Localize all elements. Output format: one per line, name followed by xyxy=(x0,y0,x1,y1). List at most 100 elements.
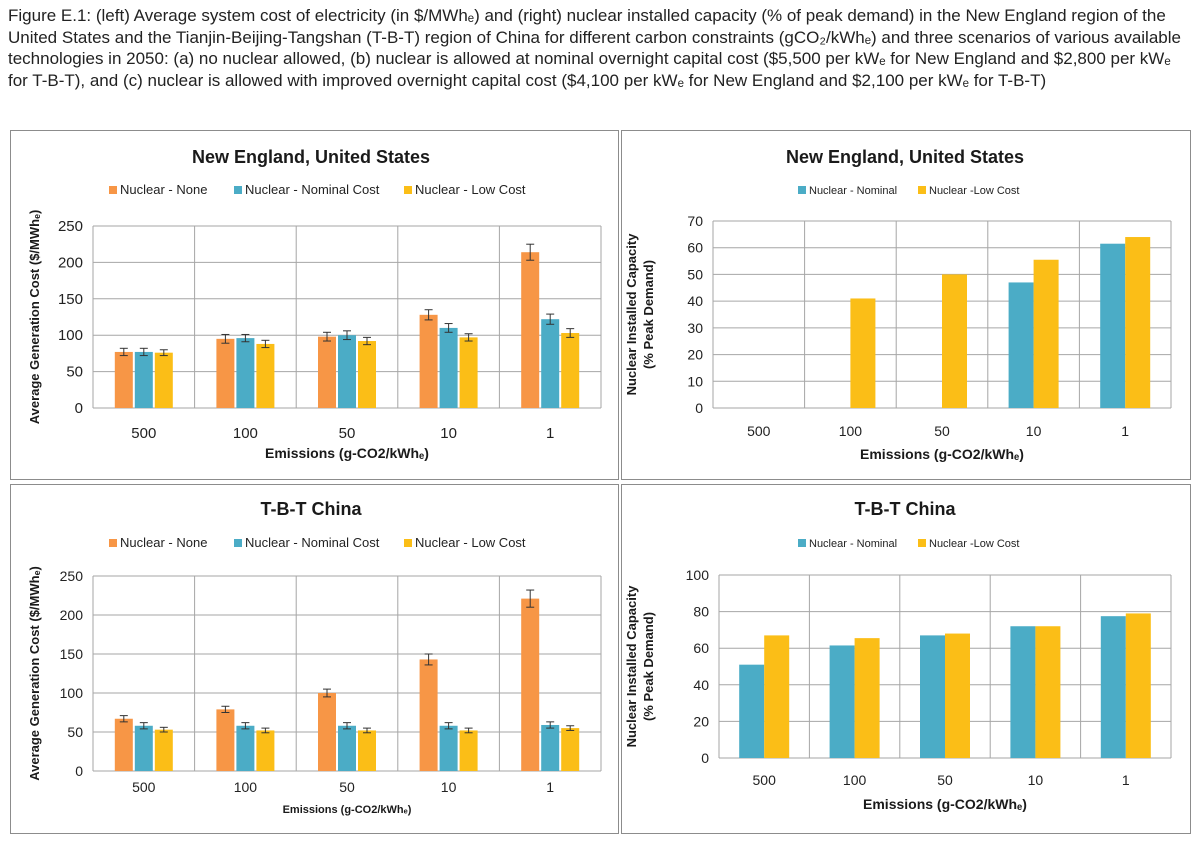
chart-svg: New England, United States Nuclear - None… xyxy=(27,147,602,461)
bar xyxy=(1008,282,1034,408)
bar xyxy=(854,638,880,758)
y-axis-label-line: (% Peak Demand) xyxy=(641,612,656,721)
legend-swatch xyxy=(798,539,806,547)
x-tick-label: 100 xyxy=(234,779,258,795)
y-tick-label: 70 xyxy=(687,213,703,229)
y-tick-label: 20 xyxy=(693,713,709,729)
chart-svg: New England, United States Nuclear - Nomi… xyxy=(624,147,1172,462)
bar xyxy=(829,645,855,758)
y-tick-label: 250 xyxy=(58,218,83,235)
bar xyxy=(1033,259,1059,408)
y-tick-label: 0 xyxy=(75,763,83,779)
bar xyxy=(114,351,133,408)
legend-label: Nuclear - Low Cost xyxy=(415,182,526,197)
chart-panel-tbt-cost: T-B-T China Nuclear - None Nuclear - Nomin… xyxy=(10,484,619,834)
y-tick-label: 40 xyxy=(693,677,709,693)
legend-label: Nuclear - Nominal xyxy=(809,185,897,197)
x-tick-label: 100 xyxy=(843,772,867,788)
bar xyxy=(764,635,790,758)
x-tick-label: 500 xyxy=(132,779,156,795)
y-tick-label: 100 xyxy=(60,685,84,701)
chart-panel-tbt-capacity: T-B-T China Nuclear - Nominal Nuclear -Low… xyxy=(621,484,1191,834)
y-axis-label-line: Nuclear Installed Capacity xyxy=(624,585,639,748)
y-tick-label: 200 xyxy=(58,254,83,271)
legend-label: Nuclear - Nominal Cost xyxy=(245,535,380,550)
bar xyxy=(216,338,235,408)
legend-swatch xyxy=(109,539,117,547)
bar xyxy=(561,333,580,408)
chart-title: T-B-T China xyxy=(855,499,957,519)
y-tick-label: 100 xyxy=(58,327,83,344)
bar xyxy=(942,274,967,408)
bar xyxy=(338,335,356,408)
y-tick-label: 40 xyxy=(687,293,703,309)
chart-title: New England, United States xyxy=(786,147,1024,167)
y-tick-label: 80 xyxy=(693,604,709,620)
bar xyxy=(1035,626,1061,758)
bar xyxy=(419,659,438,771)
legend-swatch xyxy=(404,186,412,194)
x-tick-label: 500 xyxy=(747,423,771,439)
x-tick-label: 1 xyxy=(1122,772,1130,788)
bar xyxy=(154,352,173,408)
legend-swatch xyxy=(798,186,806,194)
legend-label: Nuclear - None xyxy=(120,182,207,197)
y-tick-label: 30 xyxy=(687,320,703,336)
legend-label: Nuclear - None xyxy=(120,535,207,550)
figure-caption: Figure E.1: (left) Average system cost o… xyxy=(8,6,1181,90)
bar xyxy=(945,633,970,758)
y-tick-label: 100 xyxy=(686,567,710,583)
legend-label: Nuclear - Nominal Cost xyxy=(245,182,380,197)
x-tick-label: 10 xyxy=(440,425,457,442)
bar xyxy=(459,337,478,408)
legend-swatch xyxy=(234,186,242,194)
y-tick-label: 250 xyxy=(60,568,84,584)
bar xyxy=(739,664,765,758)
bar xyxy=(1100,616,1126,758)
bar xyxy=(850,298,876,408)
x-tick-label: 10 xyxy=(1028,772,1044,788)
chart-svg: T-B-T China Nuclear - None Nuclear - Nomin… xyxy=(27,499,602,816)
legend-label: Nuclear - Nominal xyxy=(809,538,897,550)
bar xyxy=(521,598,540,771)
bar xyxy=(236,338,255,408)
y-tick-label: 60 xyxy=(693,640,709,656)
bar xyxy=(541,724,560,771)
bar xyxy=(439,327,458,408)
x-tick-label: 1 xyxy=(546,779,554,795)
bar xyxy=(134,351,153,408)
legend-swatch xyxy=(918,539,926,547)
y-tick-label: 20 xyxy=(687,347,703,363)
y-tick-label: 50 xyxy=(687,266,703,282)
x-tick-label: 500 xyxy=(753,772,777,788)
bar xyxy=(439,725,458,771)
bar xyxy=(1125,237,1151,408)
bar xyxy=(521,252,540,408)
x-axis-label: Emissions (g-CO2/kWhₑ) xyxy=(265,445,429,461)
x-tick-label: 100 xyxy=(839,423,863,439)
bar xyxy=(338,725,356,771)
y-tick-label: 150 xyxy=(58,291,83,308)
bar xyxy=(236,725,255,771)
bar xyxy=(114,718,133,771)
chart-panel-ne-capacity: New England, United States Nuclear - Nomi… xyxy=(621,130,1191,480)
legend-label: Nuclear - Low Cost xyxy=(415,535,526,550)
y-tick-label: 0 xyxy=(701,750,709,766)
bar xyxy=(920,635,945,758)
bar xyxy=(358,341,376,408)
y-tick-label: 50 xyxy=(67,724,83,740)
bar xyxy=(1010,626,1036,758)
x-tick-label: 50 xyxy=(934,423,950,439)
x-tick-label: 50 xyxy=(339,425,356,442)
bar xyxy=(541,319,560,408)
x-tick-label: 100 xyxy=(233,425,258,442)
bar xyxy=(419,314,438,408)
legend-label: Nuclear -Low Cost xyxy=(929,538,1019,550)
y-axis-label: Average Generation Cost ($/MWhₑ) xyxy=(27,566,42,781)
x-axis-label: Emissions (g-CO2/kWhₑ) xyxy=(863,796,1027,812)
chart-svg: T-B-T China Nuclear - Nominal Nuclear -Low… xyxy=(624,499,1172,812)
chart-title: New England, United States xyxy=(192,147,430,167)
bar xyxy=(561,728,580,771)
y-axis-label-line: Nuclear Installed Capacity xyxy=(624,233,639,396)
legend-swatch xyxy=(918,186,926,194)
